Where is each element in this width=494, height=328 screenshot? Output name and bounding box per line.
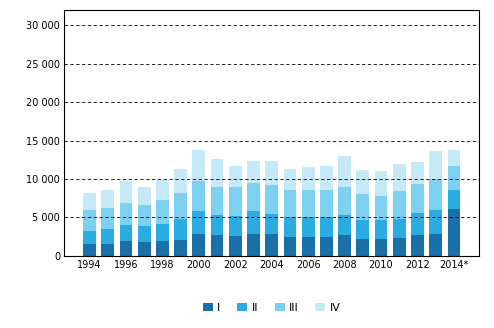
Bar — [247, 234, 260, 256]
Bar — [357, 170, 369, 194]
Bar — [156, 241, 169, 256]
Bar — [83, 231, 96, 244]
Bar — [156, 180, 169, 200]
Bar — [338, 235, 351, 256]
Bar — [448, 191, 460, 209]
Bar — [411, 162, 424, 184]
Legend: I, II, III, IV: I, II, III, IV — [198, 298, 345, 317]
Bar — [210, 187, 223, 215]
Bar — [320, 216, 333, 237]
Bar — [284, 169, 296, 191]
Bar — [101, 191, 114, 208]
Bar — [411, 235, 424, 256]
Bar — [265, 214, 278, 234]
Bar — [83, 193, 96, 211]
Bar — [247, 160, 260, 183]
Bar — [265, 185, 278, 214]
Bar — [374, 220, 387, 239]
Bar — [302, 190, 315, 216]
Bar — [284, 237, 296, 256]
Bar — [429, 179, 442, 211]
Bar — [320, 166, 333, 191]
Bar — [302, 167, 315, 190]
Bar — [193, 150, 205, 181]
Bar — [374, 196, 387, 220]
Bar — [284, 216, 296, 237]
Bar — [393, 164, 406, 191]
Bar — [174, 240, 187, 256]
Bar — [193, 181, 205, 211]
Bar — [138, 205, 151, 226]
Bar — [429, 234, 442, 256]
Bar — [411, 184, 424, 213]
Bar — [120, 180, 132, 203]
Bar — [338, 215, 351, 235]
Bar — [284, 191, 296, 216]
Bar — [302, 237, 315, 256]
Bar — [320, 237, 333, 256]
Bar — [374, 171, 387, 196]
Bar — [210, 159, 223, 187]
Bar — [338, 156, 351, 187]
Bar — [448, 166, 460, 191]
Bar — [83, 211, 96, 231]
Bar — [210, 215, 223, 235]
Bar — [411, 213, 424, 235]
Bar — [138, 187, 151, 205]
Bar — [229, 187, 242, 216]
Bar — [174, 169, 187, 193]
Bar — [83, 244, 96, 256]
Bar — [120, 241, 132, 256]
Bar — [229, 166, 242, 187]
Bar — [101, 208, 114, 229]
Bar — [265, 161, 278, 185]
Bar — [193, 211, 205, 234]
Bar — [448, 209, 460, 256]
Bar — [393, 238, 406, 256]
Bar — [156, 200, 169, 224]
Bar — [265, 234, 278, 256]
Bar — [101, 243, 114, 256]
Bar — [247, 211, 260, 234]
Bar — [357, 239, 369, 256]
Bar — [101, 229, 114, 243]
Bar — [393, 219, 406, 238]
Bar — [138, 226, 151, 242]
Bar — [210, 235, 223, 256]
Bar — [302, 216, 315, 237]
Bar — [156, 224, 169, 241]
Bar — [393, 191, 406, 219]
Bar — [247, 183, 260, 211]
Bar — [174, 219, 187, 240]
Bar — [193, 234, 205, 256]
Bar — [429, 151, 442, 179]
Bar — [320, 191, 333, 216]
Bar — [120, 225, 132, 241]
Bar — [138, 242, 151, 256]
Bar — [120, 203, 132, 225]
Bar — [338, 187, 351, 215]
Bar — [229, 236, 242, 256]
Bar — [229, 216, 242, 236]
Bar — [357, 220, 369, 239]
Bar — [357, 194, 369, 220]
Bar — [429, 211, 442, 234]
Bar — [174, 193, 187, 219]
Bar — [374, 239, 387, 256]
Bar — [448, 150, 460, 166]
